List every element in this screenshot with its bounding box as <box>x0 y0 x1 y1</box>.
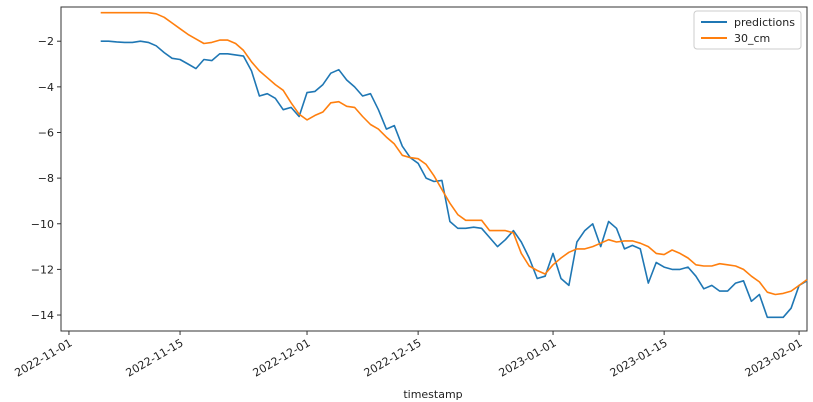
x-tick-label: 2023-01-01 <box>497 336 559 379</box>
x-tick-label: 2022-11-01 <box>13 336 75 379</box>
plot-lines <box>100 11 808 319</box>
x-tick-label: 2023-02-01 <box>743 336 805 379</box>
y-tick-label: −6 <box>38 126 54 139</box>
x-tick-label: 2022-12-15 <box>362 336 424 379</box>
x-tick-label: 2022-11-15 <box>124 336 186 379</box>
legend-label: predictions <box>734 16 795 29</box>
y-tick-label: −2 <box>38 35 54 48</box>
y-tick-label: −10 <box>31 218 54 231</box>
x-axis-label: timestamp <box>403 388 462 401</box>
series-line-30-cm <box>100 11 808 296</box>
y-axis: −2 −4 −6 −8 −10 −12 −14 <box>31 35 61 322</box>
x-tick-label: 2023-01-15 <box>608 336 670 379</box>
legend: predictions 30_cm <box>693 10 802 50</box>
y-tick-label: −4 <box>38 81 54 94</box>
plot-frame <box>60 6 808 332</box>
legend-label: 30_cm <box>734 32 770 45</box>
series-line-predictions <box>100 40 808 319</box>
legend-box <box>693 10 802 50</box>
y-tick-label: −12 <box>31 263 54 276</box>
y-tick-label: −14 <box>31 309 54 322</box>
x-axis: 2022-11-01 2022-11-15 2022-12-01 2022-12-15… <box>13 331 805 380</box>
x-tick-label: 2022-12-01 <box>251 336 313 379</box>
y-tick-label: −8 <box>38 172 54 185</box>
